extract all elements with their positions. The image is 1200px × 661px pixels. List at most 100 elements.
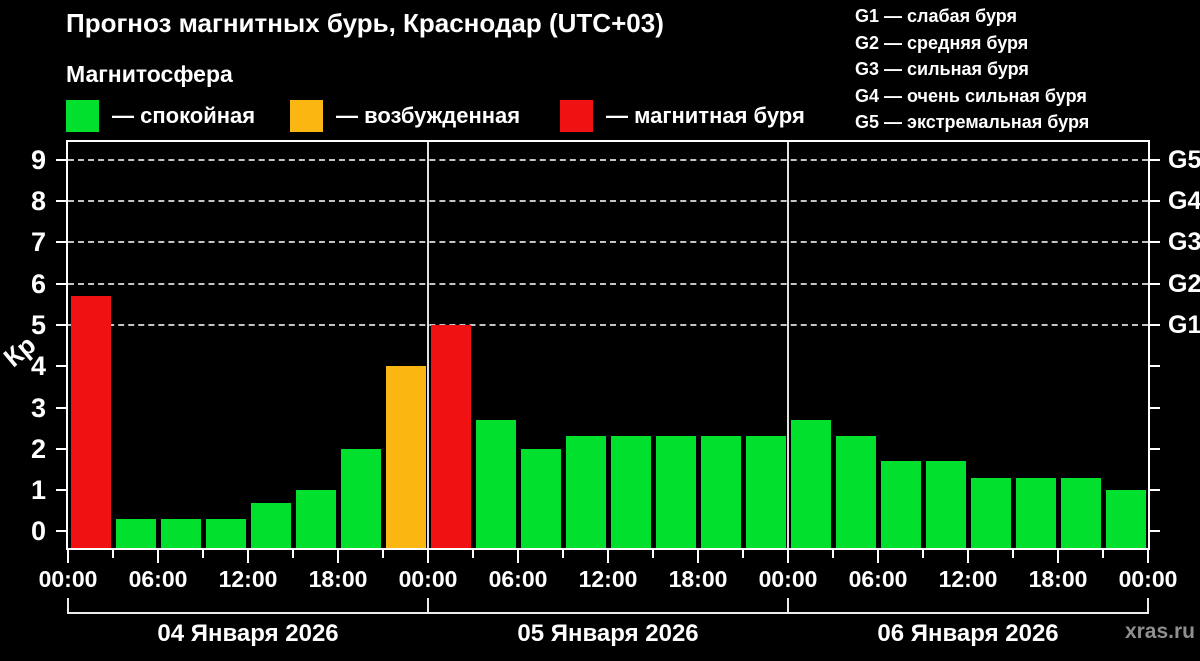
- y-axis-label: 7: [30, 227, 46, 258]
- x-axis-tick: [382, 550, 384, 558]
- date-bracket-tick: [427, 598, 429, 614]
- right-axis-tick: [1150, 406, 1160, 409]
- x-axis-tick: [1102, 550, 1104, 558]
- x-axis-label: 06:00: [488, 566, 548, 592]
- right-axis-tick: [1150, 323, 1160, 326]
- x-axis-label: 06:00: [848, 566, 908, 592]
- kp-bar: [115, 519, 156, 548]
- kp-bar: [655, 436, 696, 548]
- storm-scale-legend: G1 — слабая буря G2 — средняя буря G3 — …: [855, 3, 1089, 136]
- x-axis-tick: [472, 550, 474, 558]
- x-axis-tick: [607, 550, 609, 563]
- x-axis-tick: [1147, 550, 1149, 563]
- kp-bar: [520, 448, 561, 548]
- storm-color-swatch: [560, 100, 593, 132]
- storm-scale-g3: G3 — сильная буря: [855, 59, 1029, 79]
- x-axis-label: 18:00: [308, 566, 368, 592]
- gridline-kp-5: [68, 323, 1148, 326]
- legend-label-storm: — магнитная буря: [606, 103, 805, 128]
- g-level-label: G1: [1168, 310, 1200, 339]
- y-axis-tick: [56, 489, 66, 492]
- date-label: 06 Января 2026: [877, 620, 1059, 647]
- x-axis-tick: [697, 550, 699, 563]
- date-bracket-tick: [1147, 598, 1149, 614]
- y-axis-tick: [56, 406, 66, 409]
- kp-bar: [160, 519, 201, 548]
- right-axis-tick: [1150, 282, 1160, 285]
- excited-color-swatch: [290, 100, 323, 132]
- kp-bar: [205, 519, 246, 548]
- y-axis-tick: [56, 241, 66, 244]
- x-axis-tick: [1057, 550, 1059, 563]
- x-axis-label: 00:00: [398, 566, 458, 592]
- kp-bar: [295, 490, 336, 548]
- y-axis-tick: [56, 200, 66, 203]
- kp-bar: [835, 436, 876, 548]
- quiet-color-swatch: [66, 100, 99, 132]
- plot-area: Кр 0 1 2 3 4 5 6 7 8 9 G1 G2 G3 G4 G5 00:00 06:00 12:00 18…: [0, 140, 1200, 647]
- right-axis-tick: [1150, 241, 1160, 244]
- x-axis-tick: [67, 550, 69, 563]
- g-level-label: G4: [1168, 187, 1200, 216]
- y-axis-label: 5: [30, 309, 46, 340]
- kp-bar: [385, 366, 426, 548]
- kp-bar: [1105, 490, 1146, 548]
- x-axis-tick: [247, 550, 249, 563]
- x-axis-tick: [427, 550, 429, 563]
- x-axis-label: 06:00: [128, 566, 188, 592]
- chart-subtitle: Магнитосфера: [66, 61, 233, 87]
- g-level-label: G3: [1168, 228, 1200, 257]
- y-axis-label: 2: [30, 433, 46, 464]
- y-axis-label: 0: [30, 516, 46, 547]
- right-axis-tick: [1150, 158, 1160, 161]
- x-axis-tick: [742, 550, 744, 558]
- g-level-label: G5: [1168, 145, 1200, 174]
- x-axis-label: 12:00: [218, 566, 278, 592]
- watermark: xras.ru: [1124, 620, 1195, 643]
- kp-bar: [70, 296, 111, 548]
- kp-bar: [430, 324, 471, 548]
- kp-bar: [565, 436, 606, 548]
- kp-bar: [790, 419, 831, 548]
- x-axis-label: 12:00: [938, 566, 998, 592]
- x-axis-tick: [832, 550, 834, 558]
- x-axis-tick: [202, 550, 204, 558]
- kp-bar: [880, 461, 921, 548]
- kp-bar: [475, 419, 516, 548]
- y-axis-tick: [56, 530, 66, 533]
- x-axis-label: 00:00: [38, 566, 98, 592]
- legend-item-quiet: — спокойная: [66, 100, 255, 132]
- kp-bar: [610, 436, 651, 548]
- x-axis-tick: [922, 550, 924, 558]
- x-axis-label: 00:00: [1118, 566, 1178, 592]
- x-axis-tick: [562, 550, 564, 558]
- x-axis-tick: [1012, 550, 1014, 558]
- gridline-kp-9: [68, 158, 1148, 161]
- legend-item-storm: — магнитная буря: [560, 100, 805, 132]
- y-axis-label: 1: [30, 475, 46, 506]
- x-axis-tick: [877, 550, 879, 563]
- legend-label-excited: — возбужденная: [336, 103, 521, 128]
- right-axis-tick: [1150, 200, 1160, 203]
- y-axis-tick: [56, 365, 66, 368]
- kp-bar: [340, 448, 381, 548]
- kp-bar: [1060, 477, 1101, 548]
- legend-label-quiet: — спокойная: [112, 103, 256, 128]
- date-bracket-line: [68, 612, 1148, 614]
- gridline-kp-8: [68, 200, 1148, 203]
- x-axis-tick: [517, 550, 519, 563]
- day-separator: [787, 142, 789, 548]
- x-axis-label: 00:00: [758, 566, 818, 592]
- y-axis-tick: [56, 447, 66, 450]
- right-axis-tick: [1150, 447, 1160, 450]
- right-axis-tick: [1150, 365, 1160, 368]
- x-axis-tick: [787, 550, 789, 563]
- date-label: 05 Января 2026: [517, 620, 699, 647]
- date-bracket-tick: [787, 598, 789, 614]
- date-bracket-tick: [67, 598, 69, 614]
- y-axis-tick: [56, 158, 66, 161]
- gridline-kp-6: [68, 282, 1148, 285]
- x-axis-tick: [967, 550, 969, 563]
- kp-bar: [700, 436, 741, 548]
